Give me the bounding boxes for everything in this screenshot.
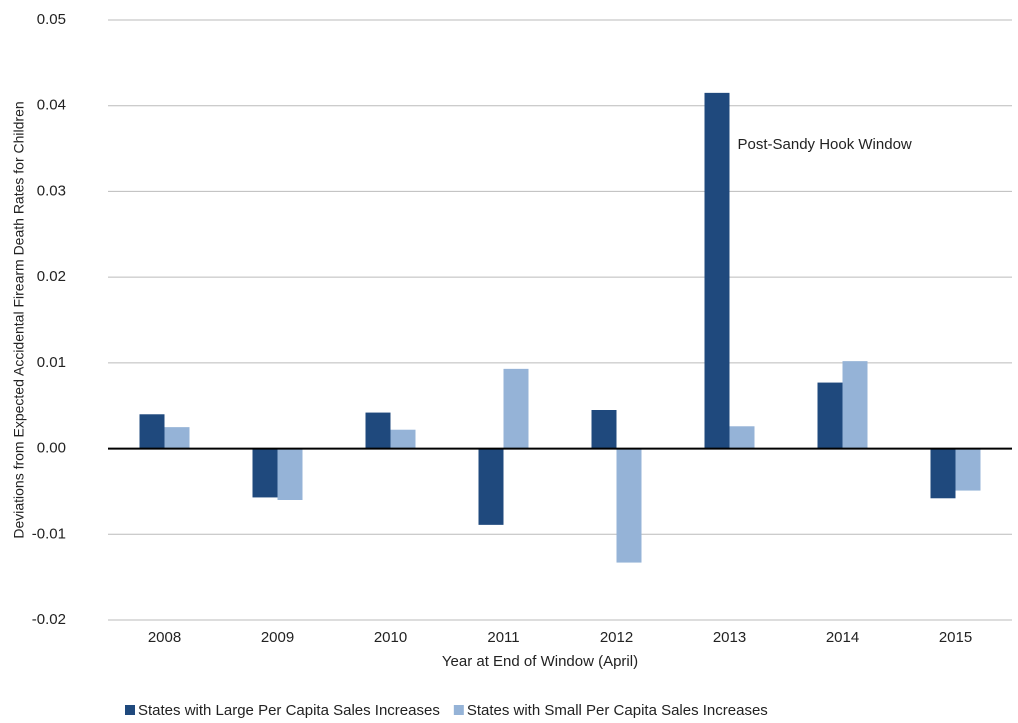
- bar: [729, 426, 755, 449]
- bar: [365, 412, 391, 449]
- legend-swatch: [125, 705, 135, 715]
- x-tick-label: 2013: [713, 629, 746, 646]
- x-tick-label: 2010: [374, 629, 407, 646]
- x-tick-label: 2011: [487, 629, 519, 646]
- bar: [930, 448, 956, 499]
- x-tick-label: 2015: [939, 629, 972, 646]
- bar: [478, 448, 504, 525]
- bar: [704, 92, 730, 449]
- x-tick-label: 2014: [826, 629, 859, 646]
- x-axis-label: Year at End of Window (April): [442, 653, 638, 670]
- bar: [390, 429, 416, 449]
- y-axis-label: Deviations from Expected Accidental Fire…: [11, 101, 27, 538]
- bar: [252, 448, 278, 498]
- y-tick-label: -0.01: [32, 525, 66, 542]
- bar: [139, 414, 165, 449]
- x-tick-label: 2008: [148, 629, 181, 646]
- bar: [842, 361, 868, 449]
- legend-label: States with Small Per Capita Sales Incre…: [467, 702, 768, 718]
- bar: [817, 382, 843, 449]
- y-tick-label: 0.04: [37, 97, 66, 114]
- bar: [955, 448, 981, 491]
- bar: [164, 427, 190, 449]
- y-tick-label: 0.01: [37, 354, 66, 371]
- bar: [591, 410, 617, 449]
- legend-swatch: [453, 705, 464, 715]
- y-tick-label: 0.03: [37, 182, 66, 199]
- x-tick-label: 2009: [261, 629, 294, 646]
- bar: [277, 448, 303, 500]
- y-tick-label: -0.02: [32, 611, 66, 628]
- annotation: Post-Sandy Hook Window: [738, 136, 912, 153]
- legend-label: States with Large Per Capita Sales Incre…: [138, 702, 440, 718]
- x-tick-label: 2012: [600, 629, 633, 646]
- y-tick-label: 0.00: [37, 440, 66, 457]
- y-tick-label: 0.02: [37, 268, 66, 285]
- y-tick-label: 0.05: [37, 11, 66, 28]
- bar: [503, 368, 529, 449]
- bar: [616, 448, 642, 563]
